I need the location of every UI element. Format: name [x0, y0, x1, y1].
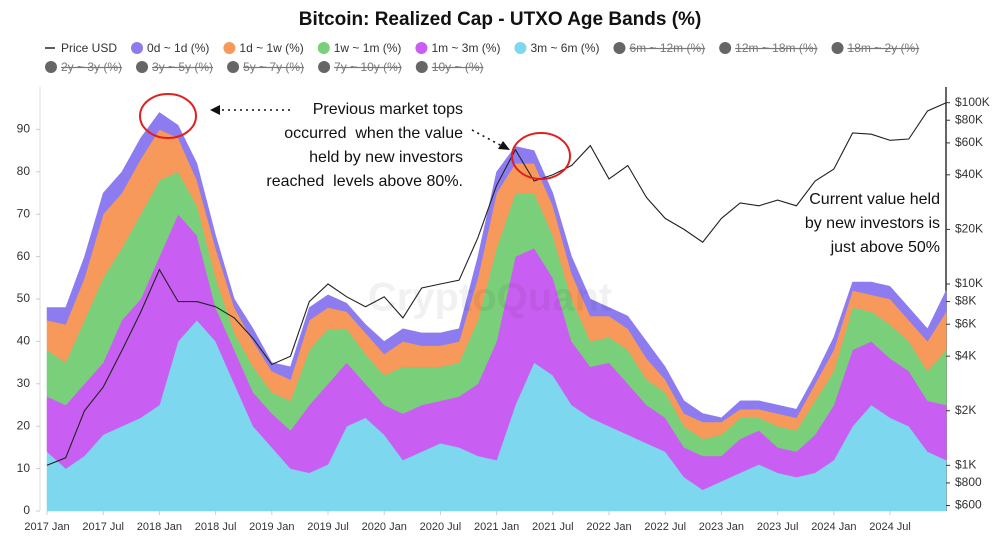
x-tick-label: 2017 Jul — [82, 521, 124, 533]
y-tick-label: 80 — [17, 164, 31, 178]
x-tick-label: 2018 Jul — [195, 521, 237, 533]
price-line — [46, 102, 947, 466]
watermark: CryptoQuant — [368, 276, 612, 320]
arrow-head — [210, 105, 220, 115]
legend-label: 6m ~ 12m (%) — [629, 41, 705, 55]
legend-marker — [613, 42, 626, 54]
arrow-head — [498, 141, 510, 150]
x-tick-label: 2023 Jul — [757, 521, 799, 533]
y2-tick-label: $20K — [955, 222, 983, 236]
x-tick-label: 2017 Jan — [24, 521, 69, 533]
x-tick-label: 2024 Jul — [869, 521, 911, 533]
legend-marker — [719, 42, 732, 54]
y2-tick-label: $100K — [955, 95, 990, 109]
legend-marker — [131, 42, 144, 54]
x-tick-label: 2020 Jan — [362, 521, 407, 533]
annotation: just above 50% — [830, 239, 940, 256]
legend-item[interactable]: 18m ~ 2y (%) — [831, 41, 920, 55]
chart-title: Bitcoin: Realized Cap - UTXO Age Bands (… — [299, 9, 702, 30]
y-tick-label: 70 — [17, 206, 31, 220]
legend-item[interactable]: 5y ~ 7y (%) — [227, 60, 304, 74]
legend-marker — [415, 61, 428, 73]
y-tick-label: 20 — [17, 418, 31, 432]
legend-item[interactable]: 6m ~ 12m (%) — [613, 41, 705, 55]
y2-tick-label: $6K — [955, 316, 976, 330]
y-tick-label: 50 — [17, 291, 31, 305]
legend-label: 2y ~ 3y (%) — [61, 60, 122, 74]
x-tick-label: 2022 Jul — [644, 521, 686, 533]
legend-item[interactable]: 3m ~ 6m (%) — [514, 41, 599, 55]
plot-area — [39, 87, 947, 512]
y2-tick-label: $8K — [955, 294, 976, 308]
y-tick-label: 60 — [17, 249, 31, 263]
x-tick-label: 2019 Jul — [307, 521, 349, 533]
y2-tick-label: $40K — [955, 167, 983, 181]
annotation: occurred when the value — [284, 125, 463, 142]
legend-marker — [223, 42, 236, 54]
annotation: Current value held — [809, 191, 940, 208]
legend-label: 12m ~ 18m (%) — [735, 41, 817, 55]
legend-label: 7y ~ 10y (%) — [334, 60, 402, 74]
legend: Price USD 0d ~ 1d (%) 1d ~ 1w (%) 1w ~ 1m (… — [45, 41, 919, 74]
legend-label: 1d ~ 1w (%) — [239, 41, 303, 55]
y-tick-label: 40 — [17, 334, 31, 348]
annotation: Previous market tops — [313, 101, 463, 118]
y2-tick-label: $10K — [955, 276, 983, 290]
legend-label: 1m ~ 3m (%) — [431, 41, 500, 55]
legend-item[interactable]: 10y ~ (%) — [415, 60, 484, 74]
y-tick-label: 90 — [17, 122, 31, 136]
legend-item[interactable]: 12m ~ 18m (%) — [719, 41, 818, 55]
y2-tick-label: $1K — [955, 458, 976, 472]
y2-tick-label: $800 — [955, 475, 982, 489]
y-tick-label: 0 — [23, 503, 30, 517]
legend-item[interactable]: 3y ~ 5y (%) — [136, 60, 213, 74]
x-tick-label: 2019 Jan — [249, 521, 294, 533]
legend-item[interactable]: 2y ~ 3y (%) — [45, 60, 122, 74]
arrow — [471, 129, 503, 147]
y-tick-label: 30 — [17, 376, 31, 390]
y2-tick-label: $60K — [955, 135, 983, 149]
y2-tick-label: $4K — [955, 348, 976, 362]
legend-item[interactable]: 1m ~ 3m (%) — [415, 41, 500, 55]
legend-item[interactable]: Price USD — [45, 41, 117, 55]
annotation: reached levels above 80%. — [266, 173, 463, 190]
legend-label: 1w ~ 1m (%) — [334, 41, 402, 55]
legend-marker — [45, 61, 57, 73]
area-band — [46, 112, 947, 423]
legend-marker — [318, 61, 331, 73]
legend-label: 3m ~ 6m (%) — [530, 41, 599, 55]
highlight-circle — [139, 93, 197, 139]
y-tick-label: 10 — [17, 461, 31, 475]
annotation: held by new investors — [309, 149, 463, 166]
legend-marker — [415, 42, 428, 54]
legend-label: 5y ~ 7y (%) — [243, 60, 304, 74]
legend-marker — [831, 42, 844, 54]
x-tick-label: 2021 Jul — [532, 521, 574, 533]
legend-label: 0d ~ 1d (%) — [147, 41, 209, 55]
legend-label: 10y ~ (%) — [432, 60, 484, 74]
legend-item[interactable]: 1w ~ 1m (%) — [317, 41, 402, 55]
x-tick-label: 2020 Jul — [420, 521, 462, 533]
legend-item[interactable]: 1d ~ 1w (%) — [223, 41, 304, 55]
legend-item[interactable]: 7y ~ 10y (%) — [318, 60, 402, 74]
y2-tick-label: $80K — [955, 112, 983, 126]
y2-tick-label: $2K — [955, 403, 976, 417]
x-tick-label: 2022 Jan — [586, 521, 631, 533]
x-tick-label: 2024 Jan — [811, 521, 856, 533]
legend-marker — [514, 42, 527, 54]
legend-item[interactable]: 0d ~ 1d (%) — [131, 41, 209, 55]
legend-label: 18m ~ 2y (%) — [848, 41, 920, 55]
x-tick-label: 2021 Jan — [474, 521, 519, 533]
legend-marker — [317, 42, 330, 54]
x-tick-label: 2018 Jan — [137, 521, 182, 533]
y2-tick-label: $600 — [955, 498, 982, 512]
legend-marker — [227, 61, 240, 73]
legend-marker — [136, 61, 149, 73]
x-tick-label: 2023 Jan — [699, 521, 744, 533]
legend-label: 3y ~ 5y (%) — [152, 60, 213, 74]
legend-label: Price USD — [61, 41, 117, 55]
annotation: by new investors is — [805, 215, 940, 232]
highlight-circle — [511, 132, 571, 180]
